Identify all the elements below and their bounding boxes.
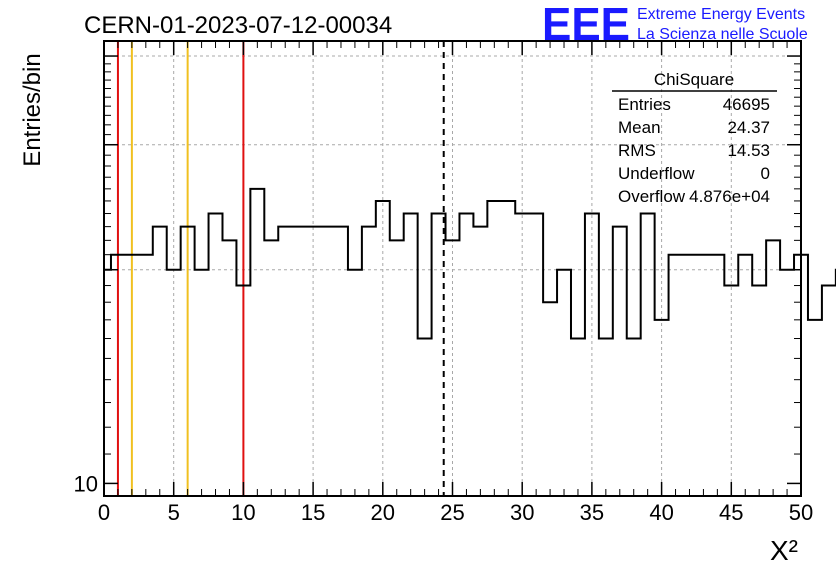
x-tick-labels: 0 5 10 15 20 25 30 35 40 45 50: [98, 500, 813, 525]
x-tick-label: 40: [649, 500, 673, 525]
eee-logo: EEE Extreme Energy Events La Scienza nel…: [542, 0, 808, 50]
stats-label-entries: Entries: [618, 95, 671, 114]
stats-label-rms: RMS: [618, 141, 656, 160]
stats-value-underflow: 0: [761, 164, 770, 183]
stats-value-mean: 24.37: [727, 118, 770, 137]
stats-value-entries: 46695: [723, 95, 770, 114]
stats-title: ChiSquare: [654, 70, 734, 89]
grid: [104, 41, 801, 496]
x-tick-label: 0: [98, 500, 110, 525]
y-axis-label: Entries/bin: [19, 53, 46, 166]
logo-line-1: Extreme Energy Events: [637, 6, 805, 23]
reference-lines: [116, 41, 445, 496]
stats-box: ChiSquare Entries 46695 Mean 24.37 RMS 1…: [612, 70, 777, 206]
x-tick-label: 5: [168, 500, 180, 525]
y-tick-labels: 10: [74, 471, 98, 496]
stats-label-underflow: Underflow: [618, 164, 695, 183]
x-tick-label: 10: [231, 500, 255, 525]
x-tick-label: 25: [440, 500, 464, 525]
stats-value-overflow: 4.876e+04: [689, 187, 770, 206]
run-title: CERN-01-2023-07-12-00034: [84, 12, 392, 39]
x-tick-label: 35: [580, 500, 604, 525]
logo-mark: EEE: [542, 0, 630, 50]
stats-label-mean: Mean: [618, 118, 661, 137]
y-tick-label: 10: [74, 471, 98, 496]
x-tick-label: 45: [719, 500, 743, 525]
x-tick-label: 30: [510, 500, 534, 525]
x-tick-label: 20: [371, 500, 395, 525]
logo-line-2: La Scienza nelle Scuole: [637, 26, 808, 43]
axis-ticks: [103, 41, 802, 496]
x-axis-label: X²: [770, 535, 798, 566]
stats-value-rms: 14.53: [727, 141, 770, 160]
stats-label-overflow: Overflow: [618, 187, 686, 206]
x-tick-label: 15: [301, 500, 325, 525]
x-tick-label: 50: [789, 500, 813, 525]
